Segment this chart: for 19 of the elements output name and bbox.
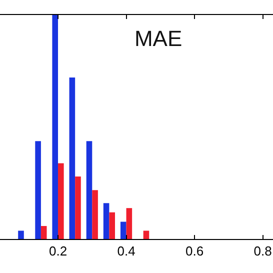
bar [40,226,47,239]
bar [143,230,150,239]
bar [18,230,24,239]
bar [52,15,58,239]
bar [109,212,115,239]
x-tick-label: 0.4 [117,244,136,259]
x-tick-label: 0.6 [185,244,204,259]
text: MAE [134,26,182,51]
x-tick-label: 0.2 [48,244,68,259]
bar [86,141,92,239]
bar [126,208,132,239]
bar [75,176,81,239]
bar [35,141,41,239]
bar [58,163,64,239]
x-tick-label: 0.8 [254,244,272,259]
bar [103,203,110,239]
bar [92,190,98,239]
bar [120,222,126,239]
bar [69,78,76,239]
